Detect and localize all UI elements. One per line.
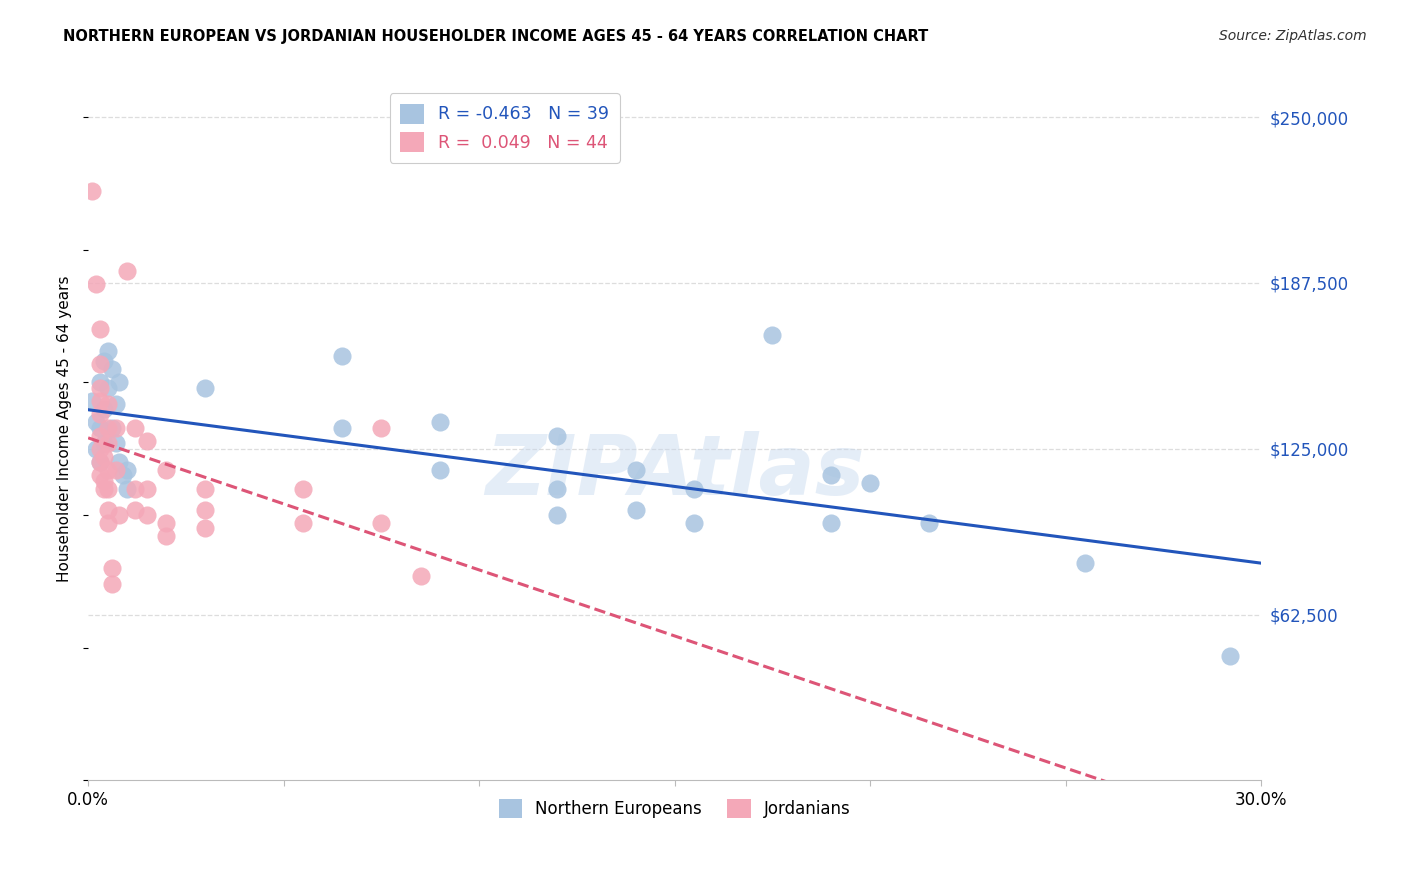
- Point: [155, 529, 177, 543]
- Point: [135, 482, 157, 496]
- Point: [89, 442, 111, 456]
- Point: [1074, 556, 1097, 570]
- Point: [683, 516, 706, 530]
- Point: [80, 185, 103, 199]
- Point: [108, 508, 131, 522]
- Point: [546, 482, 568, 496]
- Point: [194, 502, 217, 516]
- Point: [100, 577, 122, 591]
- Point: [330, 349, 353, 363]
- Point: [292, 482, 315, 496]
- Point: [135, 434, 157, 448]
- Point: [93, 450, 115, 464]
- Point: [89, 322, 111, 336]
- Point: [104, 420, 127, 434]
- Point: [97, 420, 120, 434]
- Point: [155, 463, 177, 477]
- Point: [194, 482, 217, 496]
- Point: [761, 327, 783, 342]
- Point: [124, 502, 146, 516]
- Point: [330, 420, 353, 434]
- Point: [104, 463, 127, 477]
- Point: [683, 482, 706, 496]
- Point: [918, 516, 941, 530]
- Point: [93, 482, 115, 496]
- Point: [409, 569, 432, 583]
- Point: [292, 516, 315, 530]
- Point: [93, 474, 115, 488]
- Point: [104, 397, 127, 411]
- Point: [97, 463, 120, 477]
- Point: [97, 482, 120, 496]
- Text: NORTHERN EUROPEAN VS JORDANIAN HOUSEHOLDER INCOME AGES 45 - 64 YEARS CORRELATION: NORTHERN EUROPEAN VS JORDANIAN HOUSEHOLD…: [63, 29, 928, 44]
- Point: [104, 436, 127, 450]
- Point: [89, 357, 111, 371]
- Point: [194, 521, 217, 535]
- Point: [155, 516, 177, 530]
- Point: [89, 455, 111, 469]
- Point: [194, 381, 217, 395]
- Point: [100, 420, 122, 434]
- Point: [97, 381, 120, 395]
- Point: [93, 354, 115, 368]
- Point: [820, 468, 842, 483]
- Point: [1219, 648, 1241, 663]
- Legend: Northern Europeans, Jordanians: Northern Europeans, Jordanians: [492, 792, 858, 825]
- Point: [100, 561, 122, 575]
- Point: [89, 394, 111, 409]
- Point: [429, 463, 451, 477]
- Point: [93, 401, 115, 416]
- Text: Source: ZipAtlas.com: Source: ZipAtlas.com: [1219, 29, 1367, 43]
- Point: [89, 407, 111, 421]
- Point: [89, 468, 111, 483]
- Point: [89, 376, 111, 390]
- Point: [89, 428, 111, 442]
- Point: [97, 516, 120, 530]
- Point: [97, 343, 120, 358]
- Point: [135, 508, 157, 522]
- Text: ZIPAtlas: ZIPAtlas: [485, 431, 865, 511]
- Point: [89, 420, 111, 434]
- Point: [429, 415, 451, 429]
- Point: [370, 420, 392, 434]
- Point: [89, 455, 111, 469]
- Point: [124, 482, 146, 496]
- Point: [117, 463, 139, 477]
- Point: [624, 502, 647, 516]
- Point: [117, 482, 139, 496]
- Point: [112, 468, 135, 483]
- Point: [546, 508, 568, 522]
- Point: [84, 415, 107, 429]
- Point: [80, 394, 103, 409]
- Point: [84, 277, 107, 292]
- Point: [97, 436, 120, 450]
- Point: [820, 516, 842, 530]
- Point: [97, 397, 120, 411]
- Point: [124, 420, 146, 434]
- Point: [624, 463, 647, 477]
- Point: [546, 428, 568, 442]
- Point: [84, 442, 107, 456]
- Point: [117, 264, 139, 278]
- Point: [370, 516, 392, 530]
- Point: [859, 476, 882, 491]
- Point: [100, 362, 122, 376]
- Point: [108, 376, 131, 390]
- Point: [108, 455, 131, 469]
- Point: [89, 381, 111, 395]
- Y-axis label: Householder Income Ages 45 - 64 years: Householder Income Ages 45 - 64 years: [58, 276, 72, 582]
- Point: [97, 502, 120, 516]
- Point: [93, 436, 115, 450]
